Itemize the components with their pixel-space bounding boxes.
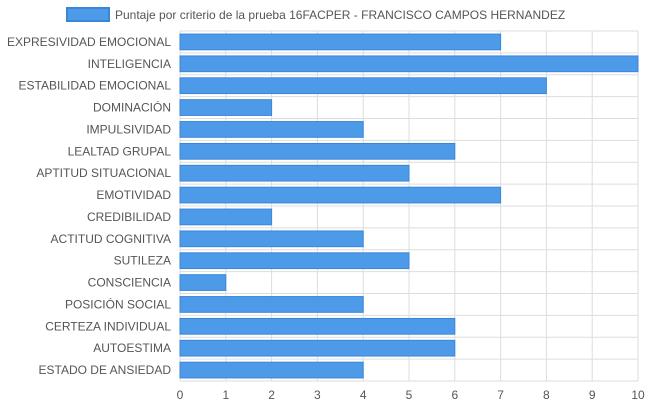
category-label: DOMINACIÓN [93, 100, 171, 115]
bar[interactable] [179, 317, 456, 335]
x-tick-label: 10 [631, 388, 645, 402]
x-axis-tick-labels: 0 1 2 3 4 5 6 7 8 9 10 [177, 388, 645, 402]
category-label: CERTEZA INDIVIDUAL [45, 319, 171, 333]
x-tick-label: 2 [268, 388, 275, 402]
x-tick-label: 1 [222, 388, 229, 402]
bar[interactable] [179, 121, 364, 138]
x-tick-label: 9 [589, 388, 596, 402]
category-label: EMOTIVIDAD [96, 188, 171, 202]
bar[interactable] [179, 77, 547, 95]
category-label: CONSCIENCIA [88, 276, 171, 290]
bar[interactable] [179, 55, 639, 73]
legend-swatch [66, 7, 110, 22]
category-label: AUTOESTIMA [93, 341, 171, 355]
x-tick-label: 5 [406, 388, 413, 402]
category-label: ESTABILIDAD EMOCIONAL [19, 79, 172, 93]
category-label: CREDIBILIDAD [87, 210, 171, 224]
category-label: ACTITUD COGNITIVA [51, 232, 171, 246]
bar[interactable] [179, 339, 456, 357]
legend[interactable]: Puntaje por criterio de la prueba 16FACP… [66, 7, 565, 22]
bar[interactable] [179, 361, 364, 379]
category-label: SUTILEZA [114, 254, 171, 268]
bar[interactable] [179, 99, 273, 116]
category-label: IMPULSIVIDAD [86, 122, 171, 136]
x-tick-label: 8 [543, 388, 550, 402]
x-tick-label: 0 [177, 388, 184, 402]
legend-label: Puntaje por criterio de la prueba 16FACP… [115, 8, 565, 22]
x-tick-label: 4 [360, 388, 367, 402]
category-label: INTELIGENCIA [88, 57, 171, 71]
bar-series [179, 33, 639, 379]
category-label: EXPRESIVIDAD EMOCIONAL [7, 35, 171, 49]
bar[interactable] [179, 274, 227, 291]
x-tick-label: 3 [314, 388, 321, 402]
category-label: LEALTAD GRUPAL [68, 144, 172, 158]
x-tick-label: 6 [451, 388, 458, 402]
category-label: POSICIÓN SOCIAL [65, 296, 171, 311]
category-label: ESTADO DE ANSIEDAD [39, 363, 172, 377]
bar[interactable] [179, 142, 456, 160]
category-labels: EXPRESIVIDAD EMOCIONAL INTELIGENCIA ESTABI… [7, 35, 171, 377]
bar[interactable] [179, 33, 502, 51]
bar[interactable] [179, 186, 502, 204]
bar[interactable] [179, 208, 273, 226]
bar[interactable] [179, 252, 410, 270]
category-label: APTITUD SITUACIONAL [36, 166, 171, 180]
bar[interactable] [179, 296, 364, 313]
bar[interactable] [179, 230, 364, 248]
bar[interactable] [179, 164, 410, 182]
x-tick-label: 7 [497, 388, 504, 402]
